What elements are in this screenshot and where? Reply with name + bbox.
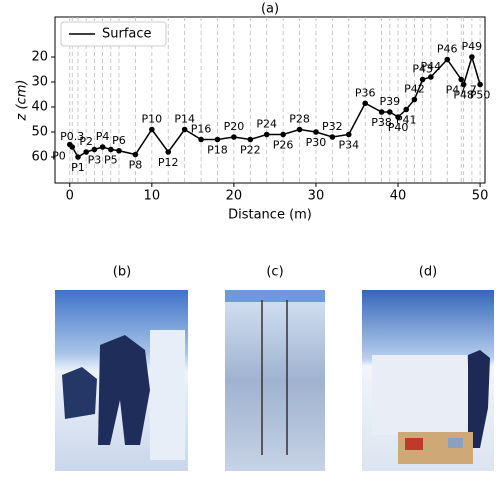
marker [69, 144, 76, 150]
legend-label: Surface [102, 27, 152, 42]
point-label: P12 [158, 156, 179, 169]
marker [247, 136, 254, 143]
point-label: P20 [224, 120, 245, 133]
point-label: P10 [142, 113, 163, 126]
point-label: P48 [453, 89, 474, 102]
marker [458, 76, 465, 83]
point-label: P32 [322, 120, 343, 133]
point-label: P40 [388, 121, 409, 134]
marker [149, 126, 155, 133]
marker [428, 74, 434, 80]
point-label: P30 [306, 136, 327, 149]
marker [108, 146, 114, 153]
point-label: P14 [174, 113, 195, 126]
panel-label: (d) [419, 265, 437, 280]
point-label: P1 [71, 161, 85, 174]
photo-d [362, 290, 494, 471]
marker [378, 109, 385, 115]
marker [83, 149, 89, 155]
point-label: P49 [462, 40, 483, 53]
photo-b [55, 290, 188, 471]
marker [477, 81, 483, 88]
marker [419, 76, 426, 83]
photo-c [225, 290, 325, 471]
marker [362, 100, 368, 107]
marker [387, 109, 393, 115]
point-label: P0 [52, 150, 66, 163]
chart-title: (a) [261, 2, 279, 17]
marker [444, 56, 451, 63]
point-label: P4 [96, 130, 110, 143]
x-tick-label: 0 [66, 189, 74, 204]
point-label: P5 [104, 154, 118, 167]
marker [75, 154, 81, 160]
marker [132, 151, 139, 158]
x-tick-label: 10 [144, 189, 161, 204]
y-tick-label: 30 [31, 75, 48, 90]
marker [263, 131, 270, 138]
point-label: P42 [404, 83, 425, 96]
y-tick-label: 40 [31, 100, 48, 115]
y-tick-label: 50 [31, 125, 48, 140]
point-label: P44 [421, 60, 442, 73]
point-label: P26 [273, 139, 294, 152]
point-label: P6 [112, 134, 126, 147]
point-label: P18 [207, 144, 228, 157]
marker [403, 106, 410, 113]
x-tick-label: 40 [390, 189, 407, 204]
marker [165, 149, 172, 155]
marker [395, 114, 401, 120]
point-label: P8 [129, 159, 143, 172]
marker [91, 146, 98, 153]
y-tick-label: 60 [31, 150, 48, 165]
point-label: P3 [88, 154, 102, 167]
marker [280, 131, 286, 138]
marker [460, 81, 467, 88]
point-label: P39 [379, 95, 400, 108]
point-label: P38 [371, 116, 392, 129]
legend-box [60, 21, 167, 47]
point-label: P47.7 [446, 84, 477, 97]
point-label: P46 [437, 43, 458, 56]
marker [313, 129, 319, 135]
x-tick-label: 30 [308, 189, 325, 204]
point-label: P41 [396, 114, 417, 127]
point-label: P24 [256, 118, 277, 131]
marker [296, 126, 303, 133]
marker [469, 54, 475, 60]
marker [116, 147, 122, 154]
point-label: P0.3 [60, 130, 84, 143]
y-tick-label: 20 [31, 50, 48, 65]
point-label: P22 [240, 144, 261, 157]
marker [198, 136, 204, 143]
x-tick-label: 50 [472, 189, 489, 204]
plot-area [54, 16, 486, 184]
x-axis-label: Distance (m) [228, 208, 312, 223]
point-label: P50 [470, 89, 491, 102]
point-label: P36 [355, 86, 376, 99]
y-axis-label: z (cm) [15, 80, 30, 122]
x-tick-label: 20 [226, 189, 243, 204]
panel-label: (c) [266, 265, 283, 280]
marker [329, 134, 336, 140]
marker [345, 131, 352, 138]
marker [99, 144, 106, 150]
point-label: P34 [338, 139, 359, 152]
marker [181, 126, 188, 133]
point-label: P43 [412, 63, 433, 76]
point-label: P28 [289, 113, 310, 126]
marker [411, 96, 418, 103]
marker [231, 134, 237, 140]
marker [214, 136, 221, 143]
point-label: P16 [191, 123, 212, 136]
panel-label: (b) [113, 265, 131, 280]
point-label: P2 [79, 135, 93, 148]
